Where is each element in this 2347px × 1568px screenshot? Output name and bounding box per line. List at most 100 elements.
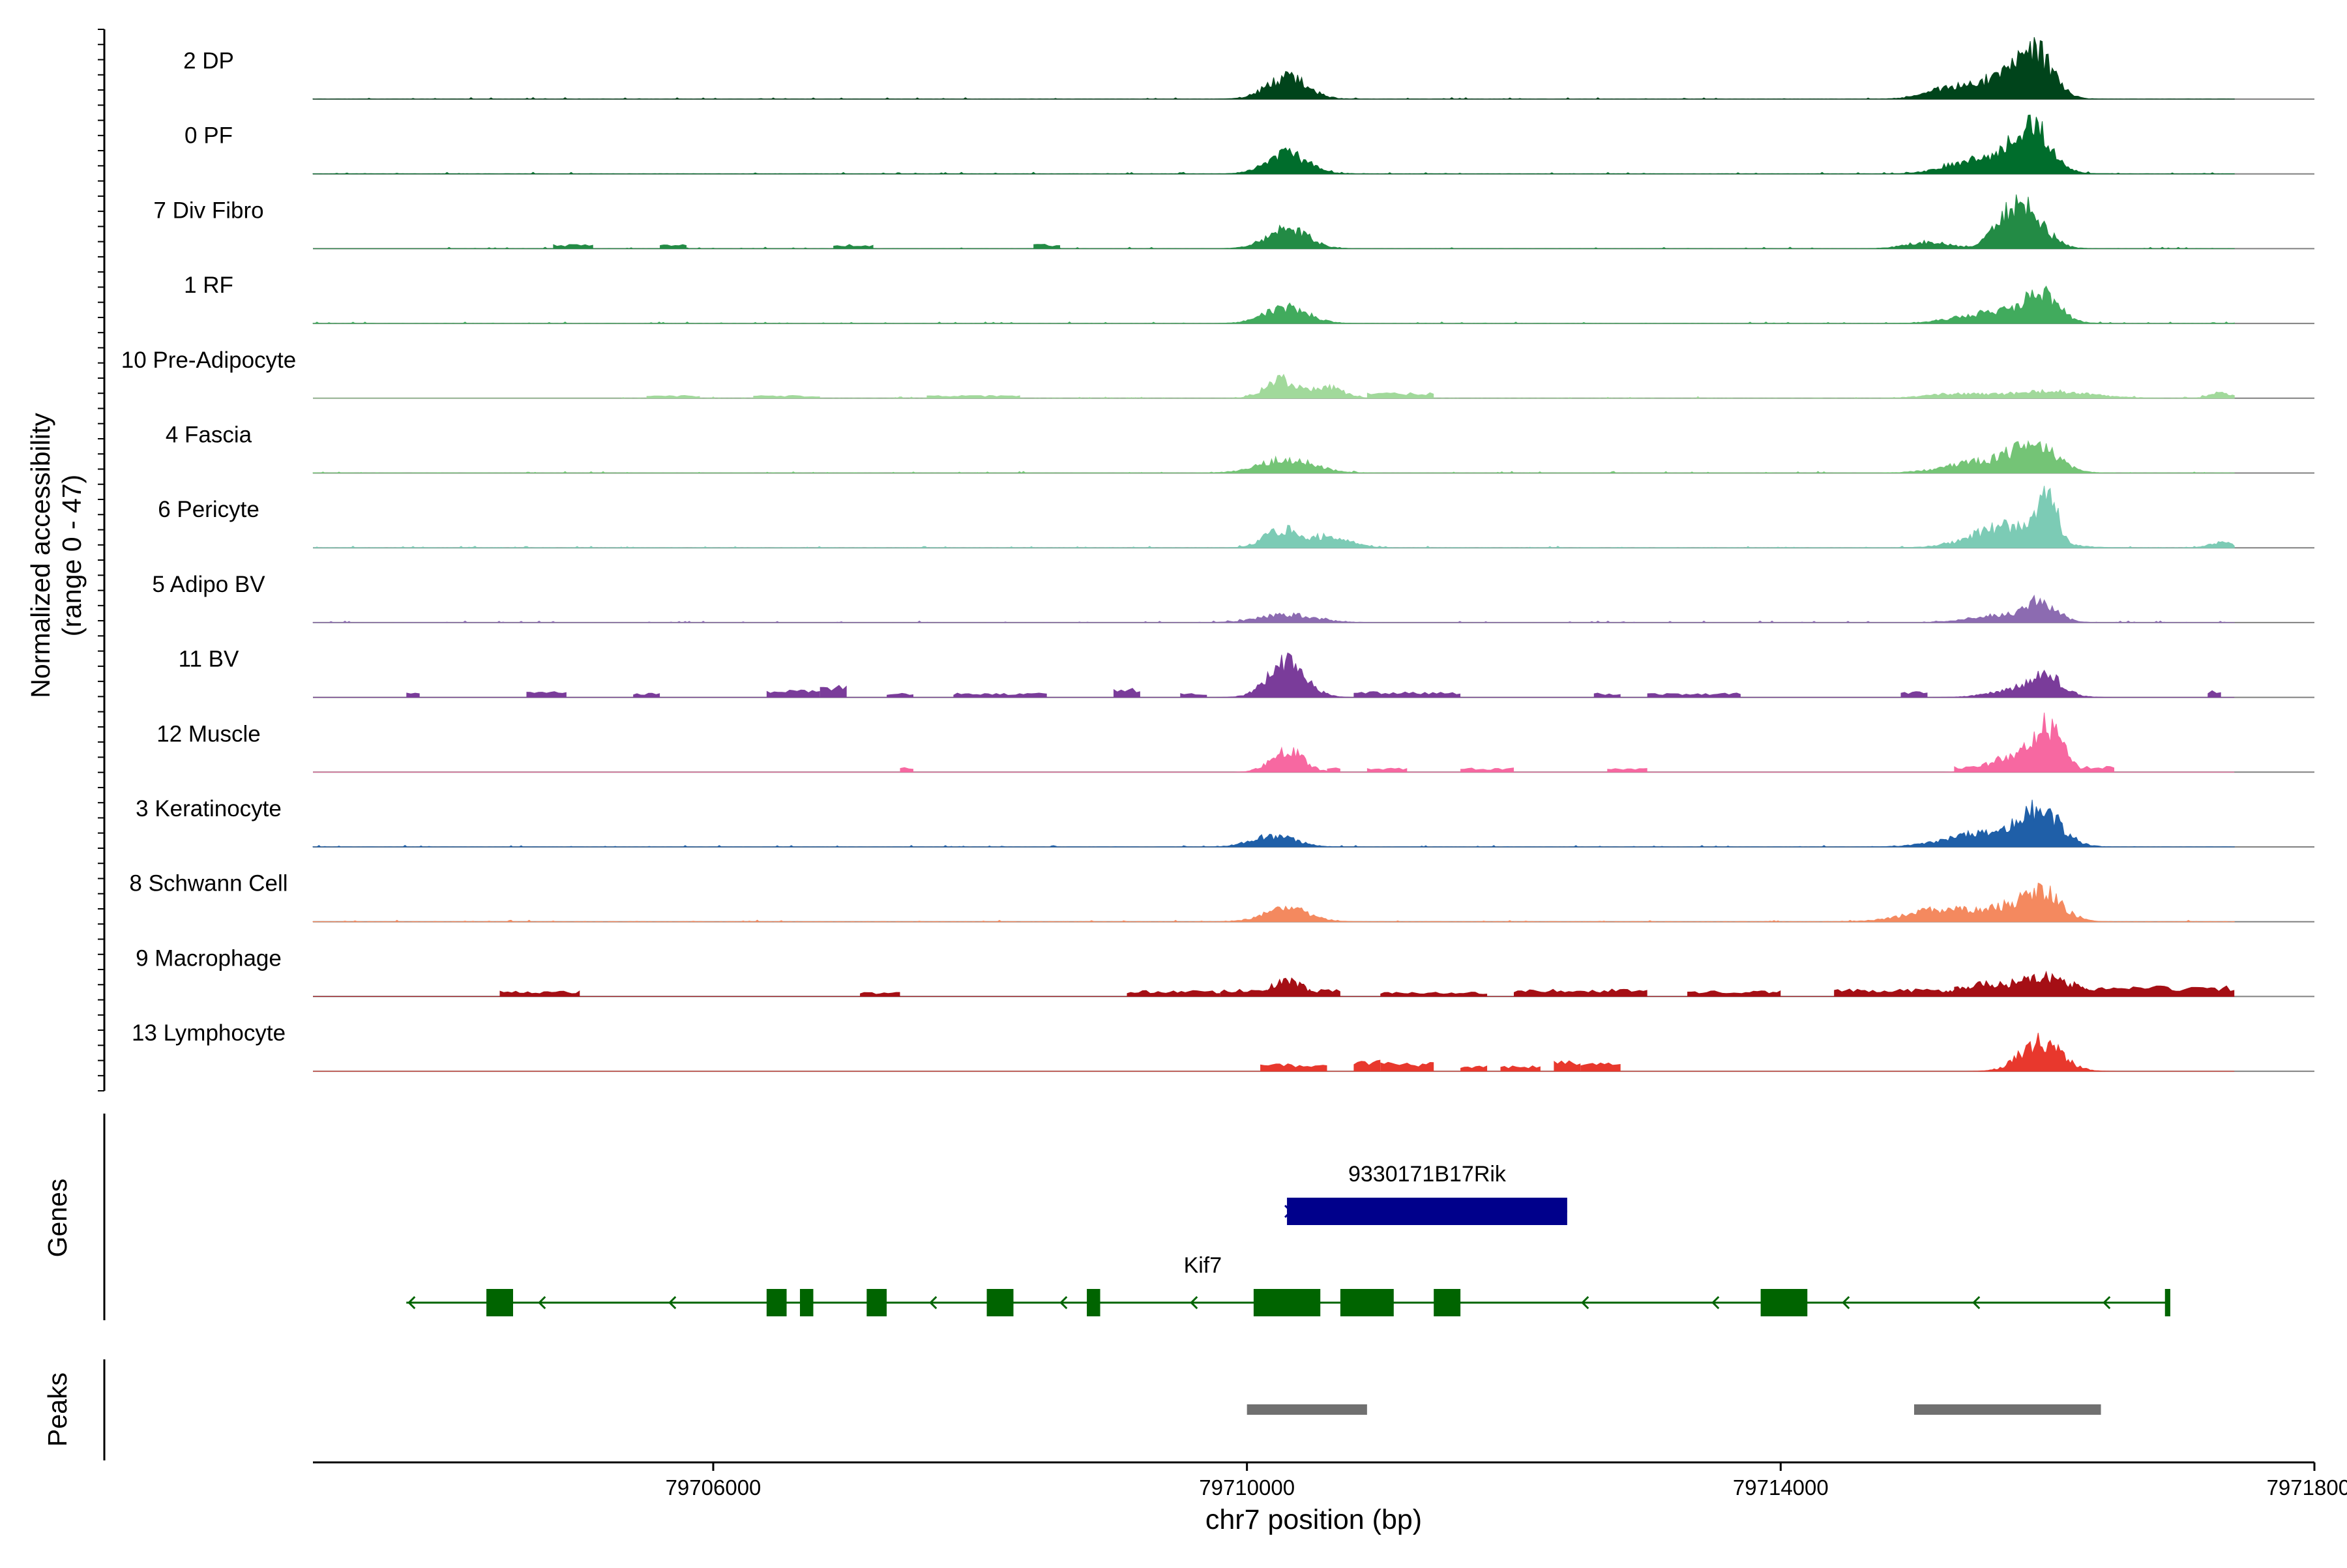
coverage-block — [1554, 1060, 1581, 1072]
coverage-block — [526, 691, 567, 698]
strand-arrow — [2103, 1295, 2111, 1310]
coverage-block — [926, 395, 1020, 398]
peak-region — [1914, 1404, 2101, 1415]
gene-exon — [800, 1289, 814, 1316]
coverage-block — [1607, 768, 1647, 773]
x-tick-label: 79710000 — [1199, 1475, 1295, 1500]
coverage-block — [1366, 392, 1434, 398]
coverage-block — [819, 685, 847, 698]
coverage-block — [1327, 767, 1340, 773]
track-label: 4 Fascia — [166, 422, 252, 448]
strand-arrow — [668, 1295, 677, 1310]
gene-exon — [766, 1289, 787, 1316]
coverage-area — [313, 713, 2235, 773]
coverage-block — [887, 692, 913, 698]
coverage-area — [313, 652, 2235, 698]
coverage-area — [313, 374, 2235, 399]
track-8-schwann-cell: 8 Schwann Cell — [129, 871, 2314, 923]
track-9-macrophage: 9 Macrophage — [136, 945, 2314, 998]
coverage-block — [953, 692, 1047, 698]
coverage-block — [1033, 244, 1061, 249]
x-tick-label: 79706000 — [666, 1475, 761, 1500]
y-axis — [98, 29, 106, 1092]
track-10-pre-adipocyte: 10 Pre-Adipocyte — [121, 348, 2314, 399]
peak-track — [103, 1359, 2101, 1460]
coverage-area — [312, 882, 2235, 923]
coverage-block — [1180, 693, 1207, 698]
coverage-area — [312, 594, 2235, 623]
gene-exon — [1434, 1289, 1461, 1316]
strand-arrow — [1190, 1295, 1198, 1310]
strand-arrow — [1581, 1295, 1589, 1310]
coverage-block — [633, 692, 660, 698]
coverage-block — [1220, 988, 1340, 997]
coverage-block — [1380, 992, 1488, 997]
track-label: 9 Macrophage — [136, 945, 282, 971]
track-label: 0 PF — [185, 123, 233, 149]
track-2-dp: 2 DP — [183, 37, 2314, 100]
coverage-block — [1127, 990, 1220, 997]
coverage-tracks: 2 DP 0 PF 7 Div Fibro 1 RF 10 Pre-Adipocyte 4… — [121, 37, 2314, 1072]
coverage-area — [312, 286, 2235, 324]
track-0-pf: 0 PF — [185, 114, 2314, 175]
y-axis-label-line1: Normalized accessibility — [25, 413, 55, 698]
strand-arrow — [1972, 1295, 1981, 1310]
gene-exon — [1253, 1289, 1321, 1316]
track-label: 3 Keratinocyte — [136, 796, 282, 821]
gene-9330171b17rik: 9330171B17Rik — [1284, 1162, 1567, 1225]
x-tick-label: 79714000 — [1733, 1475, 1829, 1500]
coverage-block — [1114, 688, 1140, 698]
track-7-div-fibro: 7 Div Fibro — [153, 194, 2314, 250]
gene-exon — [1340, 1289, 1394, 1316]
track-label: 5 Adipo BV — [152, 572, 265, 597]
track-label: 12 Muscle — [156, 721, 261, 747]
genes-panel-label: Genes — [42, 1179, 72, 1258]
coverage-area — [312, 114, 2235, 175]
strand-arrow — [1711, 1295, 1720, 1310]
gene-exon — [1087, 1289, 1100, 1316]
peak-region — [1247, 1404, 1367, 1415]
track-label: 8 Schwann Cell — [129, 871, 288, 896]
gene-exon — [1287, 1198, 1567, 1225]
coverage-block — [1353, 1059, 1381, 1072]
gene-label: Kif7 — [1184, 1253, 1222, 1278]
coverage-block — [1380, 1061, 1434, 1072]
coverage-block — [406, 692, 420, 698]
strand-arrow — [1059, 1295, 1068, 1310]
strand-arrow — [929, 1295, 937, 1310]
gene-track: 9330171B17Rik Kif7 — [103, 1114, 2170, 1320]
gene-label: 9330171B17Rik — [1348, 1162, 1507, 1187]
gene-exon — [866, 1289, 887, 1316]
track-label: 10 Pre-Adipocyte — [121, 348, 296, 373]
track-13-lymphocyte: 13 Lymphocyte — [132, 1020, 2314, 1072]
coverage-block — [1954, 985, 2235, 997]
coverage-block — [1460, 1065, 1488, 1072]
track-12-muscle: 12 Muscle — [156, 713, 2314, 773]
track-6-pericyte: 6 Pericyte — [158, 486, 2314, 549]
gene-exon — [486, 1289, 513, 1316]
strand-arrow — [407, 1295, 416, 1310]
gene-exon — [986, 1289, 1014, 1316]
peaks-panel-label: Peaks — [42, 1372, 72, 1447]
coverage-area — [312, 486, 2235, 548]
strand-arrow — [1284, 1204, 1293, 1219]
track-label: 13 Lymphocyte — [132, 1020, 286, 1046]
track-label: 2 DP — [183, 48, 234, 74]
track-3-keratinocyte: 3 Keratinocyte — [136, 796, 2314, 848]
coverage-block — [1593, 692, 1621, 698]
coverage-block — [1500, 1065, 1541, 1072]
y-axis-label-line2: (range 0 - 47) — [57, 475, 87, 636]
track-label: 11 BV — [179, 647, 239, 672]
coverage-area — [312, 799, 2235, 848]
coverage-block — [553, 244, 593, 249]
coverage-area — [312, 37, 2235, 100]
coverage-block — [1514, 988, 1647, 997]
gene-exon — [1760, 1289, 1808, 1316]
coverage-block — [1834, 988, 1955, 997]
coverage-block — [1647, 692, 1741, 698]
coverage-block — [1954, 765, 2114, 773]
coverage-block — [499, 990, 580, 997]
coverage-block — [833, 244, 874, 249]
x-tick-label: 79718000 — [2267, 1475, 2347, 1500]
